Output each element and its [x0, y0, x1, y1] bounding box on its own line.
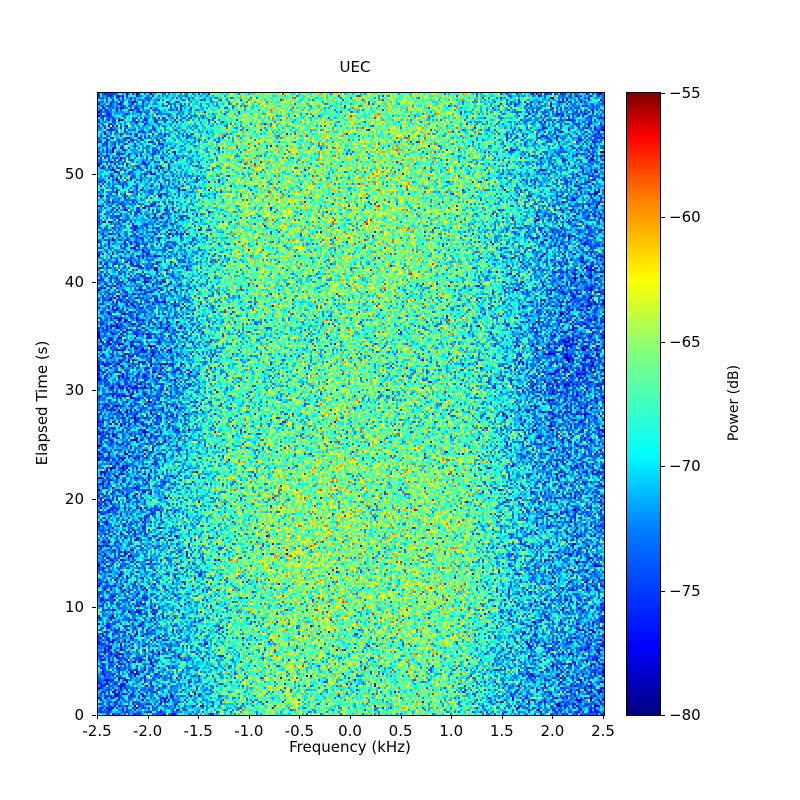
y-tick-label-text: 30	[64, 381, 84, 400]
colorbar	[626, 92, 661, 716]
x-tick-label: -1.5	[183, 722, 213, 740]
colorbar-gradient	[627, 93, 660, 715]
spectrogram-plot-area	[97, 92, 605, 716]
x-tick	[400, 715, 402, 719]
y-tick-label-text: 40	[64, 273, 84, 292]
y-tick	[92, 282, 96, 284]
y-tick-label-text: 0	[74, 706, 84, 724]
x-tick-label: 0.5	[388, 722, 413, 740]
title-station: UEC	[339, 58, 371, 76]
x-axis-label: Frequency (kHz)	[289, 738, 411, 756]
x-tick	[501, 715, 503, 719]
x-tick	[451, 715, 453, 719]
x-tick	[552, 715, 554, 719]
colorbar-tick	[661, 590, 665, 592]
x-tick-label: -2.5	[82, 722, 112, 740]
y-tick	[92, 390, 96, 392]
x-tick-label: 1.5	[489, 722, 514, 740]
colorbar-tick	[661, 715, 665, 716]
colorbar-tick	[661, 466, 665, 468]
x-tick	[350, 715, 351, 719]
colorbar-tick	[661, 341, 665, 343]
colorbar-tick-label: −75	[669, 581, 701, 600]
y-tick-label-text: 20	[64, 489, 84, 508]
colorbar-tick-label: −70	[669, 457, 701, 476]
x-tick-label: -1.0	[234, 722, 264, 740]
x-tick	[299, 715, 301, 719]
y-tick-label-text: 10	[64, 597, 84, 616]
spectrogram-heatmap	[98, 93, 604, 715]
y-axis-label-text: Elapsed Time (s)	[33, 340, 51, 466]
colorbar-tick-label: −55	[669, 84, 701, 102]
x-tick-label: 2.5	[591, 722, 615, 740]
x-tick-label: -2.0	[132, 722, 163, 740]
colorbar-tick	[661, 217, 665, 219]
y-tick	[92, 174, 96, 176]
y-tick	[92, 498, 96, 500]
colorbar-tick-label: −65	[669, 332, 701, 351]
y-tick-label-text: 50	[64, 165, 84, 184]
colorbar-tick-label: −60	[669, 208, 701, 227]
x-tick-label: 2.0	[540, 722, 565, 740]
x-tick	[147, 715, 149, 719]
y-tick	[92, 606, 96, 608]
colorbar-tick	[661, 93, 665, 94]
x-tick	[603, 715, 604, 719]
colorbar-label-text: Power (dB)	[726, 364, 742, 442]
x-tick-label: -0.5	[284, 722, 315, 740]
x-tick-label: 1.0	[439, 722, 464, 740]
x-tick	[248, 715, 250, 719]
colorbar-tick-label: −80	[669, 706, 701, 724]
x-tick	[97, 715, 98, 719]
x-tick	[198, 715, 200, 719]
x-tick-label: 0.0	[338, 722, 362, 740]
y-tick	[92, 715, 96, 716]
